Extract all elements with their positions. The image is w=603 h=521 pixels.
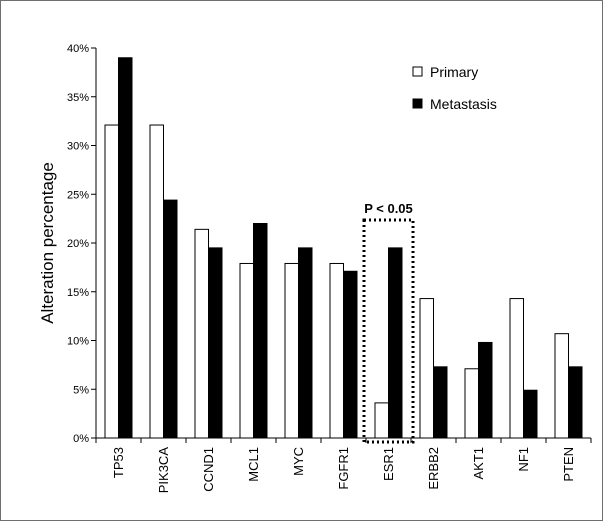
legend-label-metastasis: Metastasis xyxy=(430,96,497,112)
bar-metastasis-akt1 xyxy=(478,341,493,439)
x-tick-label: PTEN xyxy=(561,447,576,482)
legend-swatch-metastasis xyxy=(412,98,423,109)
bar-primary-esr1 xyxy=(374,402,389,439)
bar-metastasis-erbb2 xyxy=(433,366,448,439)
x-tick-label: AKT1 xyxy=(471,447,486,480)
bar-primary-ccnd1 xyxy=(194,228,209,439)
bar-primary-nf1 xyxy=(509,298,524,439)
bar-metastasis-fgfr1 xyxy=(343,270,358,439)
x-tick-label: MCL1 xyxy=(246,447,261,482)
bar-primary-akt1 xyxy=(464,368,479,439)
bar-metastasis-esr1 xyxy=(388,247,403,439)
bar-metastasis-pten xyxy=(568,366,583,439)
significance-label: P < 0.05 xyxy=(364,201,413,216)
bar-primary-mcl1 xyxy=(239,262,254,439)
bar-metastasis-myc xyxy=(298,247,313,439)
y-tick-label: 5% xyxy=(73,384,89,396)
y-tick-label: 10% xyxy=(67,336,89,348)
bar-primary-pik3ca xyxy=(149,124,164,439)
x-tick-label: CCND1 xyxy=(201,447,216,492)
y-ticks: 0% 5% 10% 15% 20% 25% 30% 35% 40% xyxy=(67,43,96,445)
y-axis-label: Alteration percentage xyxy=(38,162,57,324)
bar-primary-fgfr1 xyxy=(329,262,344,439)
legend-label-primary: Primary xyxy=(430,64,478,80)
bar-primary-erbb2 xyxy=(419,298,434,439)
bar-primary-pten xyxy=(554,333,569,439)
bar-metastasis-ccnd1 xyxy=(208,247,223,439)
bar-primary-tp53 xyxy=(104,124,119,439)
bar-metastasis-tp53 xyxy=(118,57,133,439)
legend: Primary Metastasis xyxy=(412,64,497,112)
x-tick-label: ERBB2 xyxy=(426,447,441,490)
x-tick-label: TP53 xyxy=(111,447,126,478)
x-tick-label: FGFR1 xyxy=(336,447,351,490)
y-tick-label: 40% xyxy=(67,43,89,55)
y-tick-label: 20% xyxy=(67,238,89,250)
legend-swatch-primary xyxy=(412,66,423,77)
bar-primary-myc xyxy=(284,262,299,439)
y-tick-label: 25% xyxy=(67,189,89,201)
bars xyxy=(104,57,583,439)
x-tick-label: MYC xyxy=(291,447,306,476)
y-tick-label: 0% xyxy=(73,433,89,445)
bar-metastasis-pik3ca xyxy=(163,199,178,439)
x-tick-label: ESR1 xyxy=(381,447,396,481)
bar-metastasis-nf1 xyxy=(523,389,538,439)
bar-metastasis-mcl1 xyxy=(253,223,268,439)
x-tick-label: PIK3CA xyxy=(156,447,171,494)
significance-box xyxy=(362,218,415,444)
y-tick-label: 30% xyxy=(67,141,89,153)
significance-annotation: P < 0.05 xyxy=(362,201,415,444)
y-tick-label: 15% xyxy=(67,287,89,299)
x-tick-label: NF1 xyxy=(516,447,531,472)
x-ticks: TP53 PIK3CA CCND1 MCL1 MYC FGFR1 ESR1 ERBB2 AKT1… xyxy=(95,438,592,494)
y-tick-label: 35% xyxy=(67,92,89,104)
